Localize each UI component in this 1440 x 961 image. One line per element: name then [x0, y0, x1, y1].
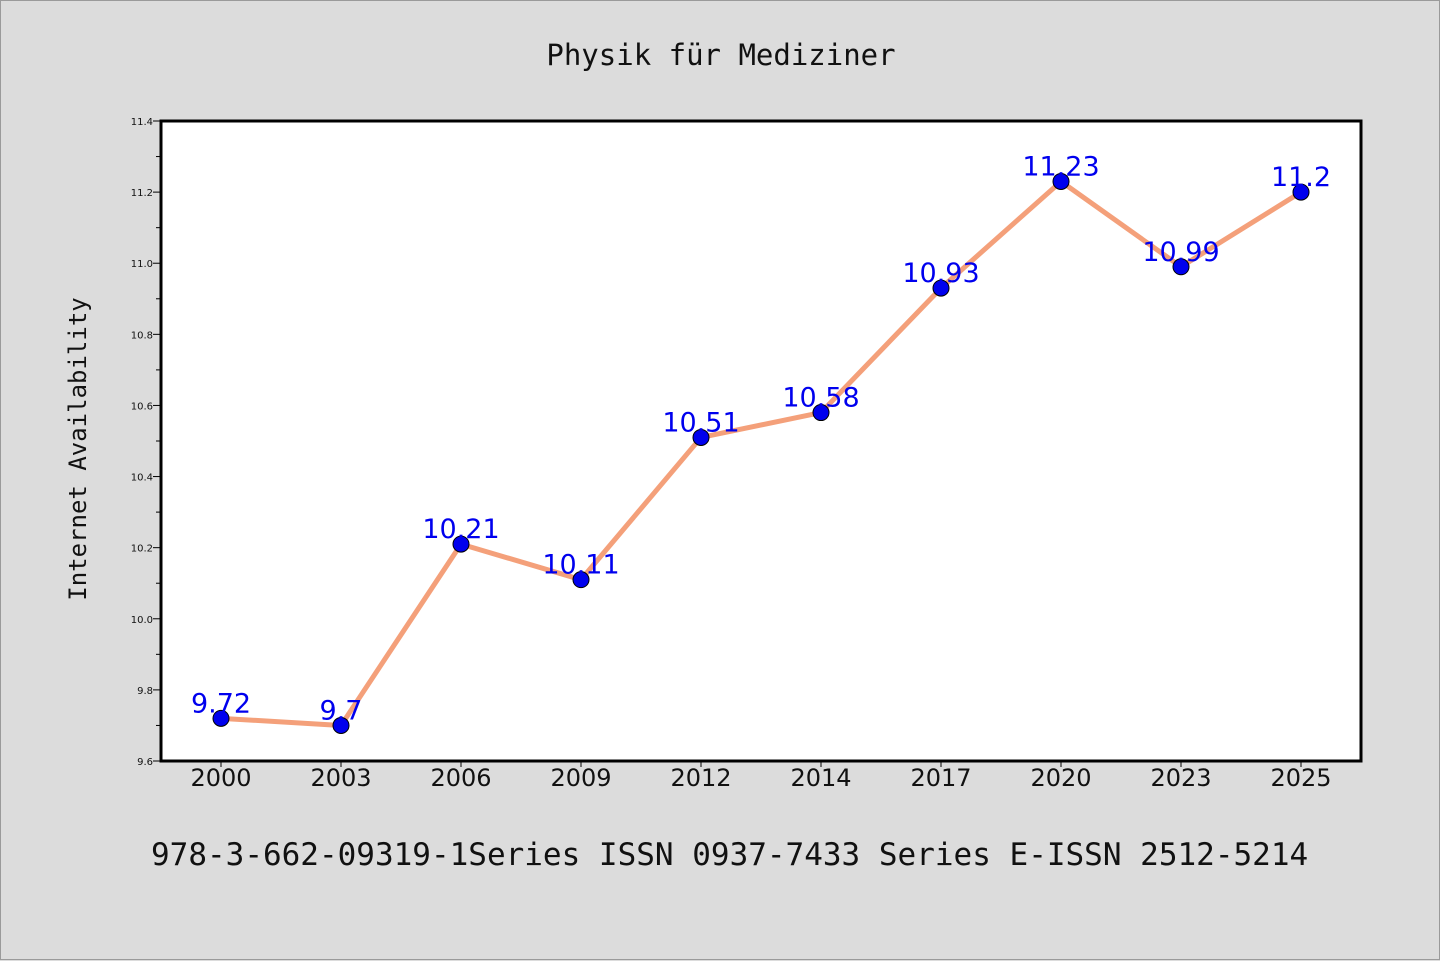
- y-tick-label: 10.0: [131, 615, 153, 626]
- data-label: 10.58: [782, 383, 859, 414]
- x-tick-label: 2017: [910, 764, 971, 792]
- data-point: [692, 428, 710, 446]
- y-tick-label: 10.4: [131, 473, 153, 484]
- x-axis: 2000 2003 2006 2009 2012 2014 2017 2020 2023 2025: [190, 761, 1332, 792]
- data-label: 10.99: [1142, 237, 1219, 268]
- data-label: 10.11: [542, 550, 619, 581]
- data-point: [212, 709, 230, 727]
- data-point: [812, 404, 830, 422]
- data-label: 11.23: [1022, 151, 1099, 182]
- x-tick-label: 2003: [310, 764, 371, 792]
- x-tick-label: 2020: [1030, 764, 1091, 792]
- y-tick-label: 11.0: [131, 259, 153, 270]
- series-line: [218, 178, 1304, 728]
- data-label: 9.7: [320, 695, 363, 726]
- data-label: 10.51: [662, 407, 739, 438]
- y-tick-label: 10.8: [131, 330, 153, 341]
- series-layer: 9.72 9.7 10.21 10.11 10.51 10.58 10.93 11.23 10.…: [191, 151, 1331, 734]
- data-point: [332, 716, 350, 734]
- data-point: [572, 571, 590, 589]
- footer-isbn-text: 978-3-662-09319-1Series ISSN 0937-7433 S…: [151, 837, 1308, 873]
- x-tick-label: 2023: [1150, 764, 1211, 792]
- chart-title: Physik für Mediziner: [546, 38, 895, 72]
- y-axis-label: Internet Availability: [64, 297, 92, 600]
- y-tick-label: 10.6: [131, 401, 153, 412]
- y-tick-label: 10.2: [131, 544, 153, 555]
- data-point: [1172, 258, 1190, 276]
- x-tick-label: 2025: [1270, 764, 1331, 792]
- x-tick-label: 2012: [670, 764, 731, 792]
- x-tick-label: 2006: [430, 764, 491, 792]
- data-point: [1052, 172, 1070, 190]
- x-tick-label: 2014: [790, 764, 851, 792]
- x-tick-label: 2000: [190, 764, 251, 792]
- x-tick-label: 2009: [550, 764, 611, 792]
- data-label: 10.21: [422, 514, 499, 545]
- data-label: 10.93: [902, 258, 979, 289]
- plot-border: [159, 119, 1363, 763]
- y-axis: 9.6 9.8 10.0 10.2 10.4 10.6 10.8 11.0 11.2 11.4: [131, 117, 161, 768]
- y-tick-label: 11.4: [131, 117, 153, 128]
- data-label: 9.72: [191, 688, 251, 719]
- data-point: [1292, 183, 1310, 201]
- plot-area: [161, 121, 1361, 761]
- y-tick-label: 9.6: [137, 757, 153, 768]
- data-point: [452, 535, 470, 553]
- data-label: 11.2: [1271, 162, 1331, 193]
- y-tick-label: 11.2: [131, 188, 153, 199]
- data-point: [932, 279, 950, 297]
- y-tick-label: 9.8: [137, 686, 153, 697]
